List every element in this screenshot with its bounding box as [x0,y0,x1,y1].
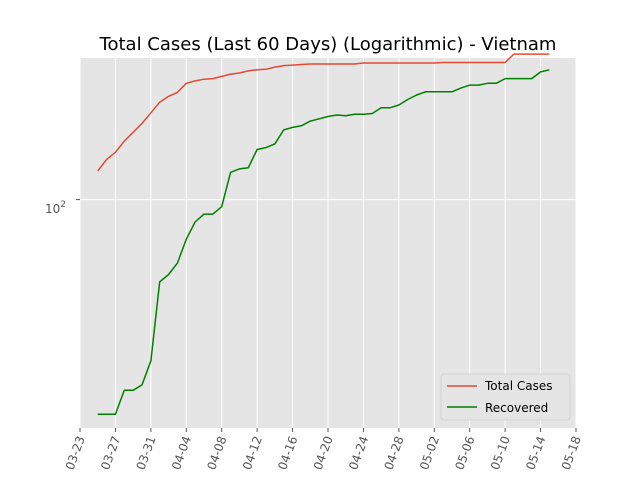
x-tick-label: 03-27 [98,434,123,472]
legend-label-total-cases: Total Cases [484,379,552,393]
legend: Total Cases Recovered [440,373,571,421]
x-tick-label: 04-28 [382,434,407,472]
x-tick-label: 04-08 [204,434,229,472]
grid-lines [79,58,577,428]
x-tick-label: 04-04 [169,434,194,472]
x-tick-label: 05-06 [452,434,477,472]
x-tick-label: 05-14 [523,434,548,472]
y-axis-ticks: 102 [45,199,80,216]
x-tick-label: 04-20 [311,434,336,472]
series-line-recovered [97,69,550,415]
x-tick-label: 05-02 [417,434,442,472]
x-tick-label: 03-31 [134,434,159,472]
legend-label-recovered: Recovered [485,401,548,415]
y-tick-label: 102 [45,200,66,216]
x-axis-ticks: 03-23 03-27 03-31 04-04 04-08 04-12 04-16 04-20… [63,428,584,472]
series-lines [97,53,550,415]
chart-title: Total Cases (Last 60 Days) (Logarithmic)… [99,34,557,55]
x-tick-label: 03-23 [63,434,88,472]
series-line-total-cases [97,53,550,172]
x-tick-label: 05-10 [488,434,513,472]
x-tick-label: 04-24 [346,434,371,472]
x-tick-label: 05-18 [559,434,584,472]
x-tick-label: 04-12 [240,434,265,472]
x-tick-label: 04-16 [275,434,300,472]
